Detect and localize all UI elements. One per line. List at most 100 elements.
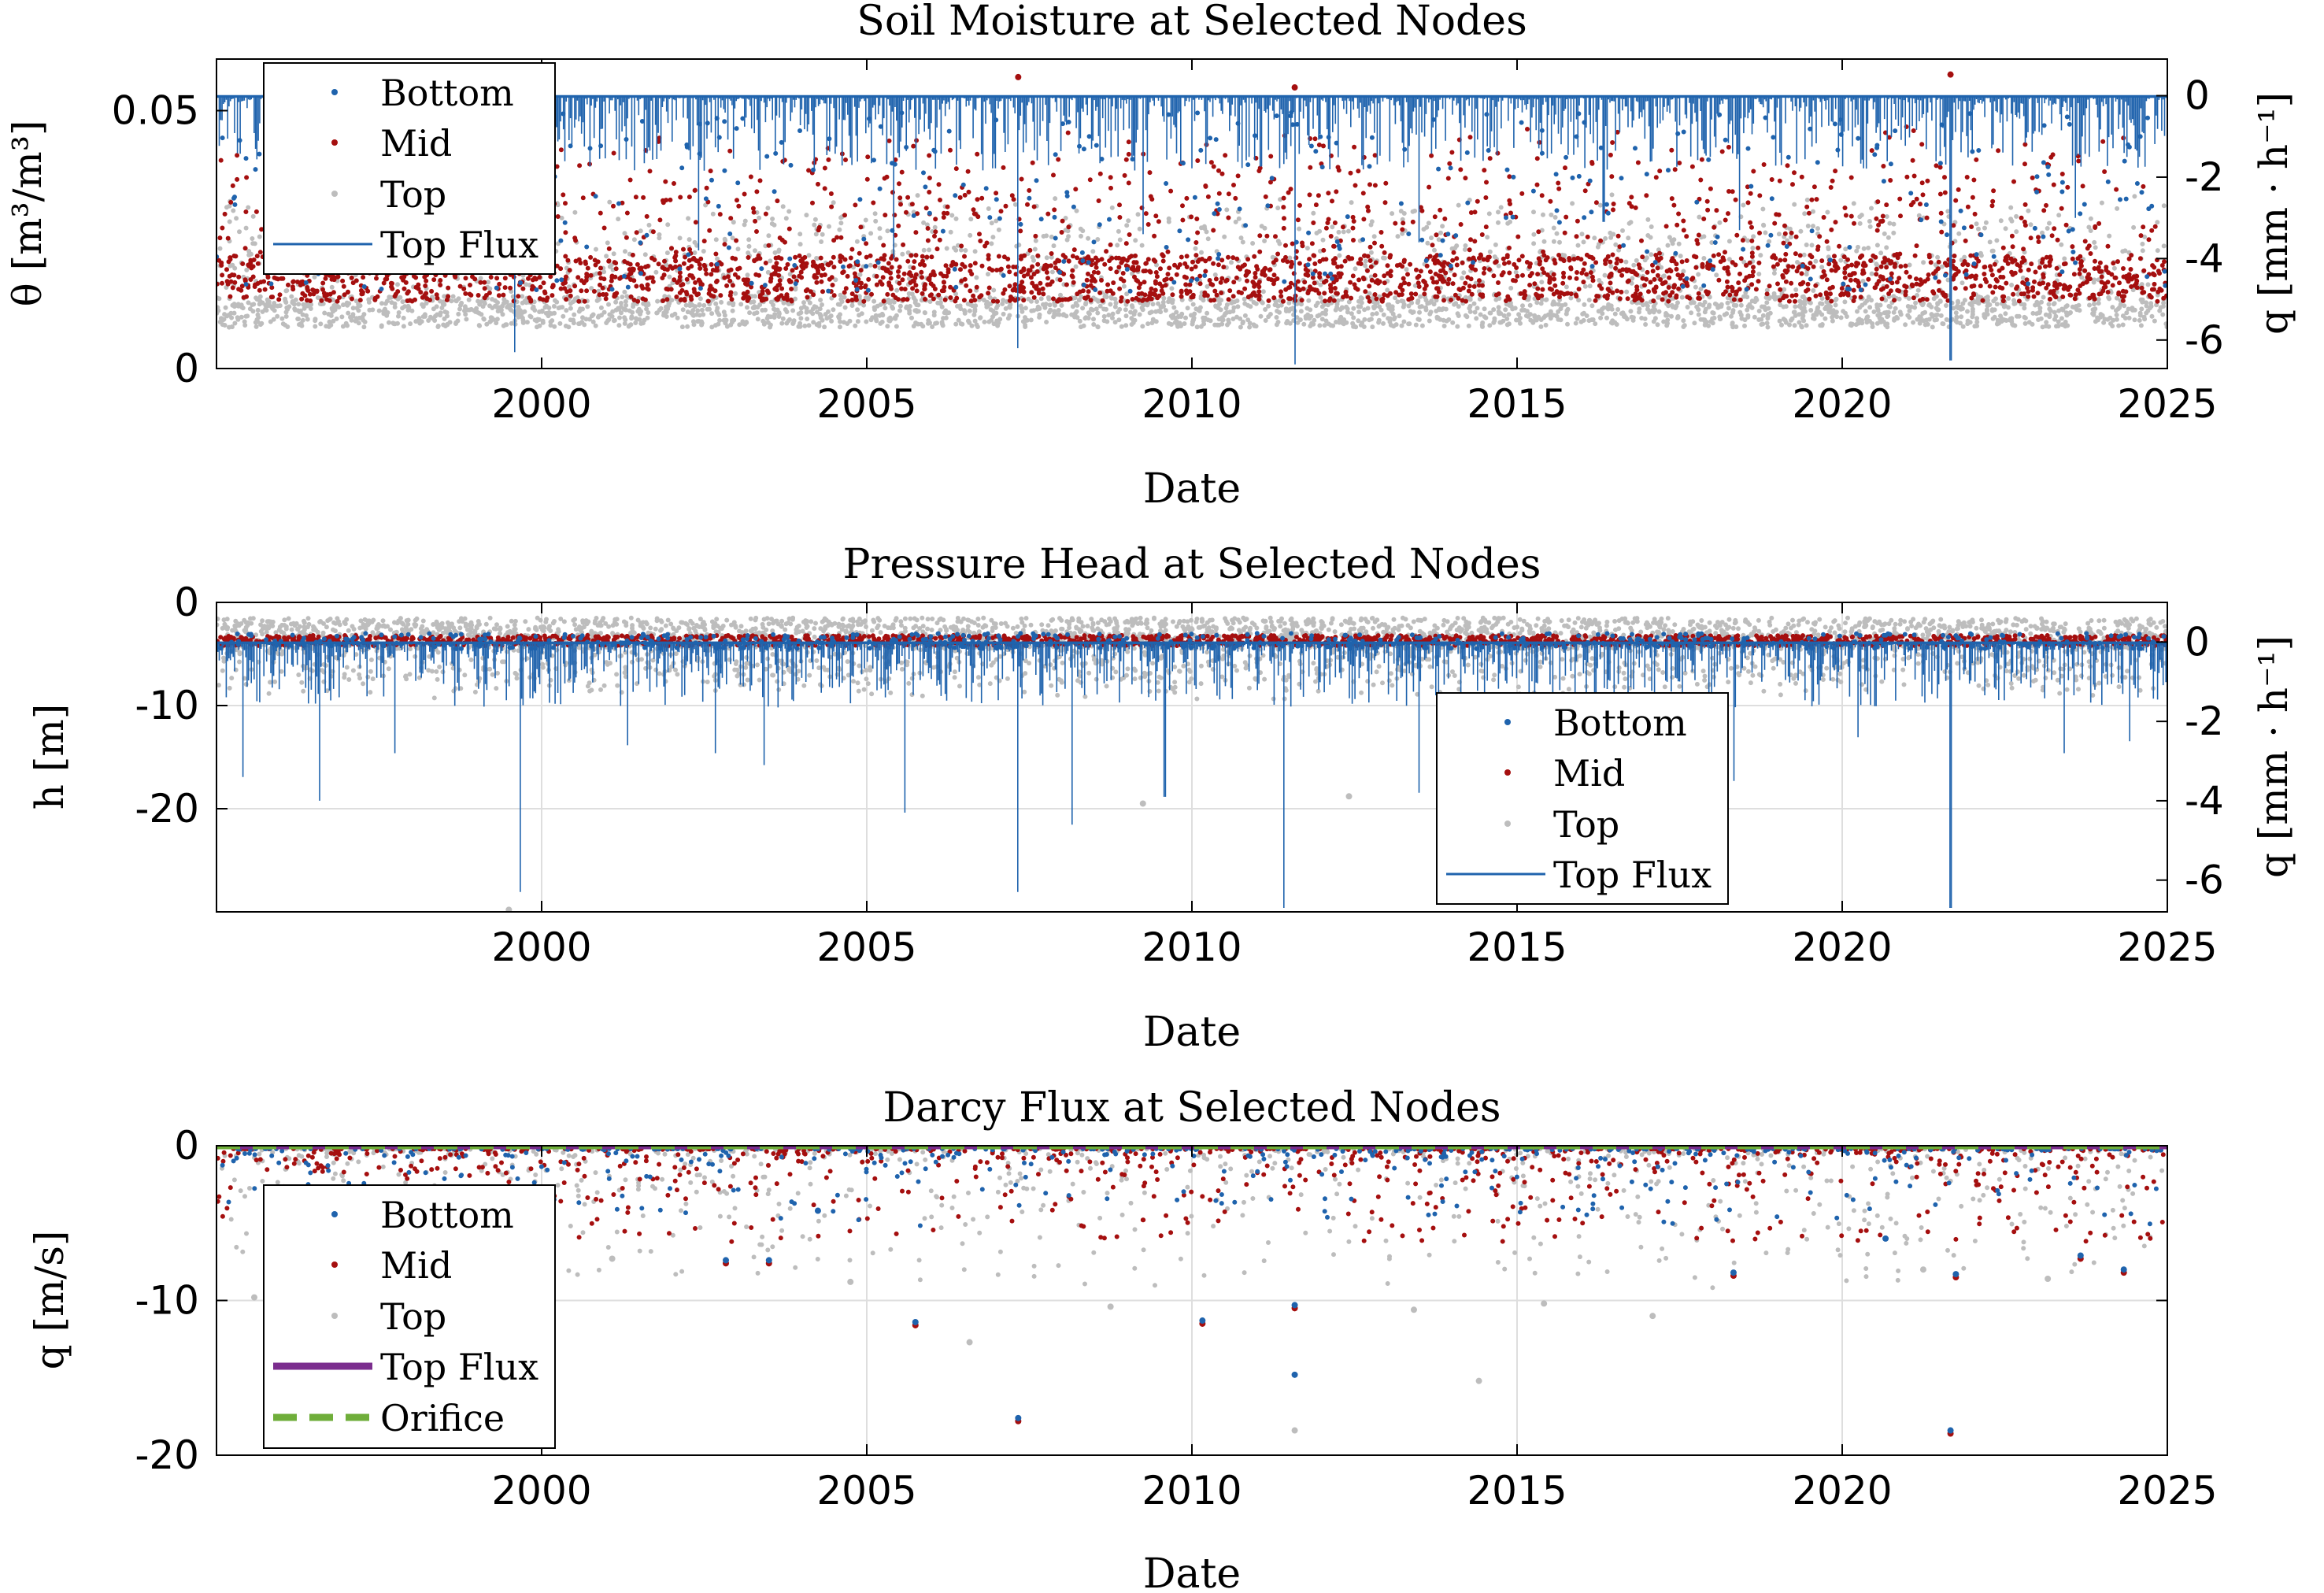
- y-axis-right-label-2: q [mm · h⁻¹]: [2251, 635, 2296, 878]
- top-data-point: [609, 1255, 616, 1261]
- legend-label-top-flux: Top Flux: [1553, 854, 1712, 896]
- legend-label-bottom: Bottom: [380, 72, 514, 114]
- top-outlier-point: [1140, 800, 1146, 806]
- bottom-data-point: [2078, 1253, 2084, 1259]
- legend-1: Bottom Mid Top Top Flux: [264, 63, 555, 274]
- y-tick-label: 0.05: [112, 88, 199, 134]
- x-axis-label-3: Date: [1143, 1550, 1241, 1593]
- x-axis-label-2: Date: [1143, 1009, 1241, 1056]
- bottom-data-point: [766, 1257, 772, 1263]
- top-data-point: [1411, 1306, 1417, 1313]
- y-tick-label: 0: [174, 346, 199, 391]
- panel-title-2: Pressure Head at Selected Nodes: [843, 541, 1541, 588]
- bottom-data-point: [723, 1257, 729, 1263]
- legend-label-bottom: Bottom: [1553, 702, 1687, 744]
- mid-peak-point: [1292, 84, 1298, 91]
- mid-peak-point: [1948, 72, 1954, 78]
- legend-marker-top: [1504, 821, 1511, 827]
- panel-darcy-flux: Darcy Flux at Selected Nodes Date q [m/s…: [27, 1084, 2218, 1593]
- legend-marker-mid: [1504, 769, 1511, 776]
- x-tick-label: 2000: [491, 924, 591, 970]
- y-tick-label: -20: [135, 1432, 199, 1478]
- legend-label-top-flux: Top Flux: [380, 224, 538, 266]
- top-data-point: [1920, 1266, 1926, 1273]
- x-tick-label: 2000: [491, 381, 591, 427]
- y-tick-label: -20: [135, 786, 199, 832]
- legend-label-orifice: Orifice: [380, 1397, 505, 1439]
- bottom-data-point: [1952, 1271, 1959, 1277]
- panel-soil-moisture: Soil Moisture at Selected Nodes Date θ […: [5, 0, 2296, 513]
- bottom-data-point: [1292, 1302, 1298, 1308]
- x-tick-label: 2025: [2117, 381, 2217, 427]
- x-tick-label: 2020: [1792, 381, 1892, 427]
- top-data-point: [1292, 1428, 1298, 1434]
- legend-marker-top: [331, 191, 338, 197]
- bottom-data-point: [2121, 1266, 2127, 1273]
- y-axis-label-1: θ [m³/m³]: [5, 120, 50, 307]
- panel-title-3: Darcy Flux at Selected Nodes: [883, 1084, 1501, 1132]
- x-tick-label: 2015: [1467, 1468, 1567, 1513]
- y-tick-label: -10: [135, 683, 199, 728]
- x-tick-label: 2015: [1467, 381, 1567, 427]
- bottom-data-point: [1199, 1317, 1205, 1324]
- legend-label-mid: Mid: [380, 122, 452, 165]
- y-tick-label: -10: [135, 1278, 199, 1324]
- bottom-data-point: [815, 1208, 821, 1214]
- legend-marker-mid: [331, 1261, 338, 1268]
- legend-label-top: Top: [380, 1295, 446, 1338]
- top-data-point: [1108, 1303, 1114, 1310]
- y-right-tick-label: -4: [2185, 778, 2224, 824]
- x-tick-label: 2000: [491, 1468, 591, 1513]
- bottom-data-point: [1882, 1236, 1889, 1242]
- x-tick-label: 2010: [1142, 924, 1242, 970]
- y-tick-label: 0: [174, 580, 199, 625]
- x-tick-label: 2020: [1792, 1468, 1892, 1513]
- y-right-tick-label: -2: [2185, 154, 2224, 200]
- bottom-data-point: [1730, 1269, 1737, 1276]
- x-tick-label: 2010: [1142, 1468, 1242, 1513]
- legend-label-mid: Mid: [380, 1244, 452, 1287]
- top-data-point: [1541, 1300, 1547, 1306]
- panel-title-1: Soil Moisture at Selected Nodes: [857, 0, 1527, 45]
- legend-marker-bottom: [331, 1211, 338, 1217]
- bottom-data-point: [1015, 1415, 1021, 1421]
- x-tick-label: 2025: [2117, 1468, 2217, 1513]
- top-data-point: [251, 1295, 257, 1301]
- legend-label-bottom: Bottom: [380, 1194, 514, 1236]
- legend-marker-bottom: [1504, 719, 1511, 725]
- y-axis-right-label-1: q [mm · h⁻¹]: [2251, 92, 2296, 335]
- top-data-point: [847, 1279, 853, 1285]
- legend-marker-bottom: [331, 89, 338, 95]
- top-data-point: [967, 1339, 973, 1346]
- y-axis-label-2: h [m]: [27, 704, 72, 810]
- y-tick-label: 0: [174, 1123, 199, 1169]
- top-data-point: [1649, 1313, 1656, 1319]
- x-tick-label: 2025: [2117, 924, 2217, 970]
- legend-label-mid: Mid: [1553, 752, 1625, 795]
- legend-marker-mid: [331, 139, 338, 146]
- x-tick-label: 2005: [816, 1468, 916, 1513]
- legend-label-top: Top: [380, 173, 446, 216]
- legend-label-top-flux: Top Flux: [380, 1346, 538, 1388]
- y-right-tick-label: -2: [2185, 698, 2224, 744]
- x-tick-label: 2005: [816, 381, 916, 427]
- top-data-point: [2045, 1276, 2051, 1282]
- bottom-data-point: [1292, 1372, 1298, 1378]
- y-axis-label-3: q [m/s]: [27, 1231, 72, 1370]
- x-axis-label-1: Date: [1143, 465, 1241, 513]
- legend-3: Bottom Mid Top Top Flux Orifice: [264, 1185, 555, 1448]
- y-right-tick-label: -6: [2185, 317, 2224, 363]
- bottom-data-point: [1948, 1428, 1954, 1434]
- y-right-tick-label: -6: [2185, 858, 2224, 903]
- mid-peak-point: [1015, 74, 1021, 80]
- legend-marker-top: [331, 1313, 338, 1319]
- y-right-tick-label: 0: [2185, 73, 2210, 119]
- legend-label-top: Top: [1553, 803, 1619, 846]
- bottom-data-point: [912, 1319, 919, 1325]
- x-tick-label: 2005: [816, 924, 916, 970]
- top-data-point: [1476, 1378, 1482, 1384]
- legend-2: Bottom Mid Top Top Flux: [1437, 693, 1728, 904]
- panel-pressure-head: Pressure Head at Selected Nodes Date h […: [27, 541, 2296, 1056]
- x-tick-label: 2015: [1467, 924, 1567, 970]
